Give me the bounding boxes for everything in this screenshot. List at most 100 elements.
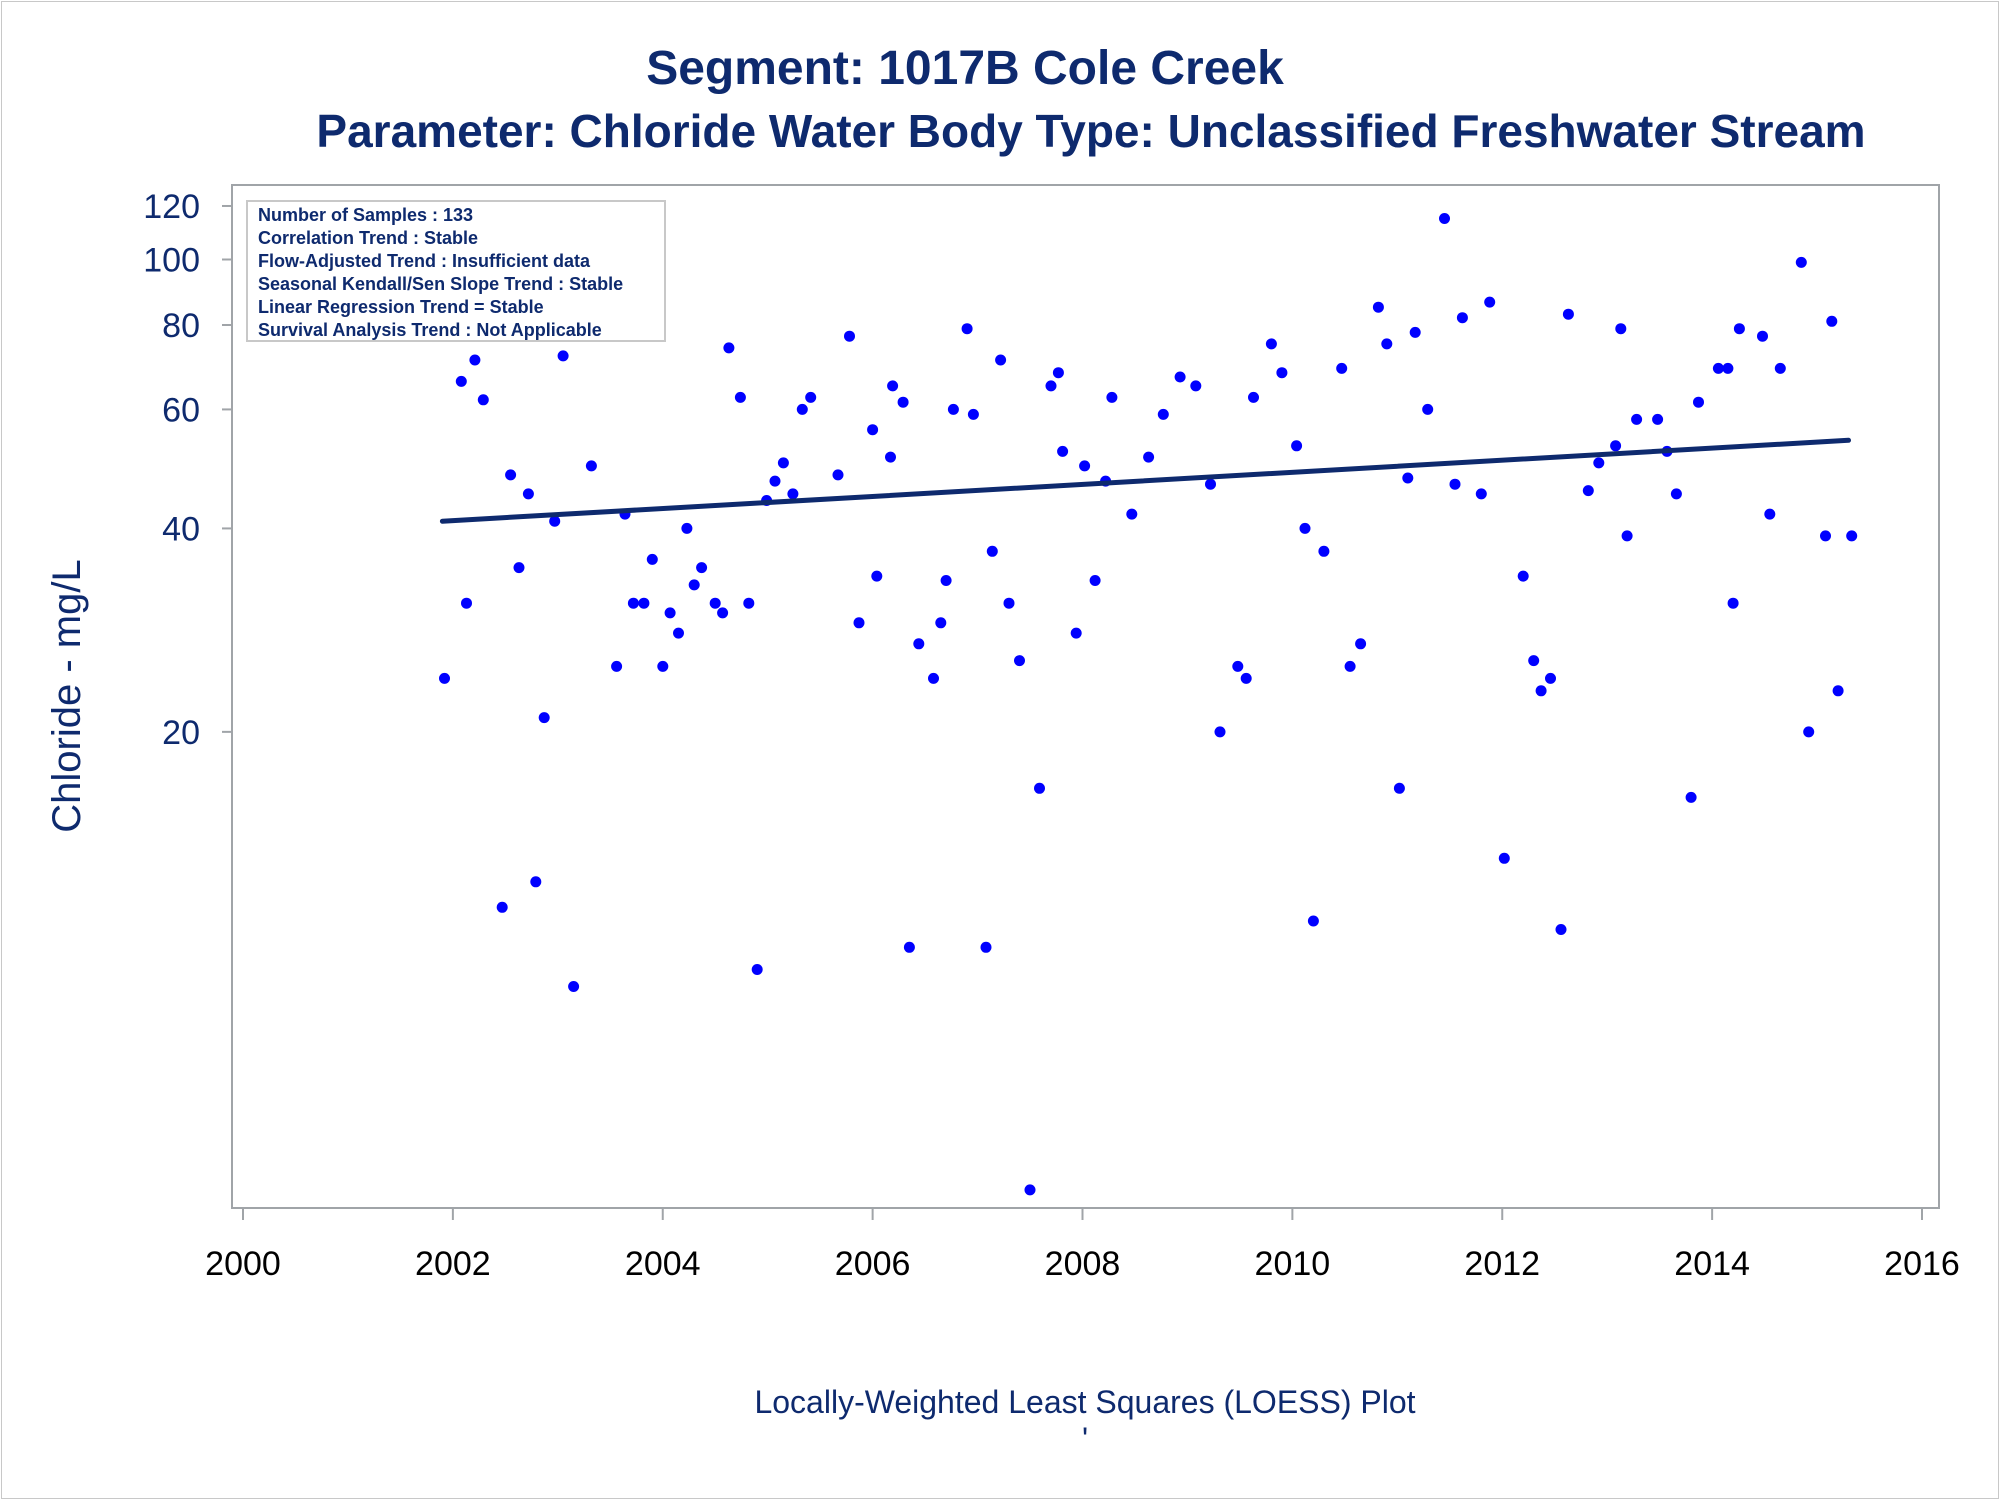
data-point: [1240, 672, 1252, 684]
data-point: [832, 469, 844, 481]
data-point: [439, 672, 450, 684]
data-point: [496, 901, 508, 913]
data-point: [477, 394, 489, 406]
data-point: [1214, 726, 1226, 738]
data-point: [1372, 301, 1384, 313]
stats-survival-analysis-trend: Survival Analysis Trend : Not Applicable: [258, 320, 602, 340]
data-point: [1449, 478, 1461, 490]
y-tick-label: 100: [143, 241, 200, 279]
data-point: [1722, 362, 1734, 374]
data-point: [1582, 485, 1594, 497]
y-axis: 20 40 60 80 100 120: [143, 188, 232, 752]
data-point: [867, 424, 879, 436]
data-point: [522, 488, 534, 500]
data-point: [1621, 530, 1633, 542]
data-point: [1299, 522, 1311, 534]
data-point: [1143, 451, 1155, 463]
data-point: [796, 403, 808, 415]
data-point: [1422, 403, 1434, 415]
data-point: [461, 597, 472, 609]
data-point: [1232, 660, 1244, 672]
data-point: [1402, 472, 1414, 484]
data-point: [743, 597, 755, 609]
data-point: [769, 475, 781, 487]
x-tick-label: 2016: [1884, 1245, 1960, 1283]
trend-line: [439, 437, 1851, 524]
data-point: [1535, 685, 1547, 697]
data-point: [1757, 330, 1768, 342]
data-point: [1291, 440, 1303, 452]
y-tick-label: 80: [162, 307, 200, 345]
data-point: [688, 579, 700, 591]
data-point: [455, 375, 467, 387]
data-point: [1318, 545, 1330, 557]
data-point: [1832, 685, 1844, 697]
data-point: [1409, 326, 1421, 338]
x-tick-label: 2008: [1045, 1245, 1121, 1283]
data-point: [673, 627, 684, 639]
data-point: [1685, 791, 1697, 803]
stats-box: Number of Samples : 133 Correlation Tren…: [246, 200, 666, 342]
data-point: [505, 469, 517, 481]
y-tick-label: 120: [143, 188, 200, 226]
data-point: [1157, 408, 1169, 420]
data-point: [1190, 380, 1202, 392]
data-point: [885, 451, 896, 463]
data-point: [638, 597, 650, 609]
data-point: [1712, 362, 1724, 374]
data-point: [1079, 460, 1091, 472]
data-point: [469, 354, 481, 366]
data-point: [1205, 478, 1216, 490]
data-point: [1652, 413, 1664, 425]
data-point: [1070, 627, 1082, 639]
data-point: [709, 597, 721, 609]
data-point: [1014, 655, 1025, 667]
data-point: [1344, 660, 1356, 672]
data-point: [1307, 915, 1319, 927]
data-point: [1126, 508, 1138, 520]
data-point: [1593, 457, 1605, 469]
data-point: [1733, 323, 1745, 335]
data-point: [1034, 782, 1045, 794]
data-point: [513, 562, 525, 574]
x-axis-label: Locally-Weighted Least Squares (LOESS) P…: [754, 1384, 1415, 1420]
data-point: [611, 660, 623, 672]
data-point: [1355, 638, 1367, 650]
data-point: [1336, 362, 1348, 374]
stats-flow-adjusted-trend: Flow-Adjusted Trend : Insufficient data: [258, 251, 591, 271]
data-point: [696, 562, 708, 574]
data-point: [897, 396, 909, 408]
data-point: [1089, 575, 1101, 586]
data-point: [1615, 323, 1627, 335]
data-point: [1517, 570, 1529, 582]
stats-box-border: [246, 200, 666, 342]
data-point: [1727, 597, 1739, 609]
x-tick-label: 2002: [415, 1245, 491, 1283]
chart-title: Segment: 1017B Cole Creek: [646, 42, 1284, 95]
stats-seasonal-kendall-trend: Seasonal Kendall/Sen Slope Trend : Stabl…: [258, 274, 623, 294]
stats-linear-regression-trend: Linear Regression Trend = Stable: [258, 297, 544, 317]
data-point: [1003, 597, 1015, 609]
stats-samples: Number of Samples : 133: [258, 205, 473, 225]
data-point: [557, 350, 569, 362]
data-point: [1498, 852, 1510, 864]
data-point: [568, 981, 580, 992]
data-point: [1174, 371, 1186, 383]
data-point: [980, 941, 992, 953]
plot-area: [231, 184, 1940, 1209]
data-point: [1106, 391, 1118, 403]
data-point: [871, 570, 883, 582]
data-point: [664, 607, 676, 619]
data-point: [1545, 672, 1556, 684]
data-point: [844, 330, 855, 342]
x-tick-label: 2014: [1674, 1245, 1750, 1283]
data-point: [853, 617, 865, 629]
x-tick-label: 2006: [835, 1245, 911, 1283]
data-point: [1670, 488, 1682, 500]
data-point: [1528, 655, 1540, 667]
y-tick-label: 60: [162, 391, 200, 429]
data-point: [1846, 530, 1858, 542]
data-point: [1052, 367, 1064, 379]
